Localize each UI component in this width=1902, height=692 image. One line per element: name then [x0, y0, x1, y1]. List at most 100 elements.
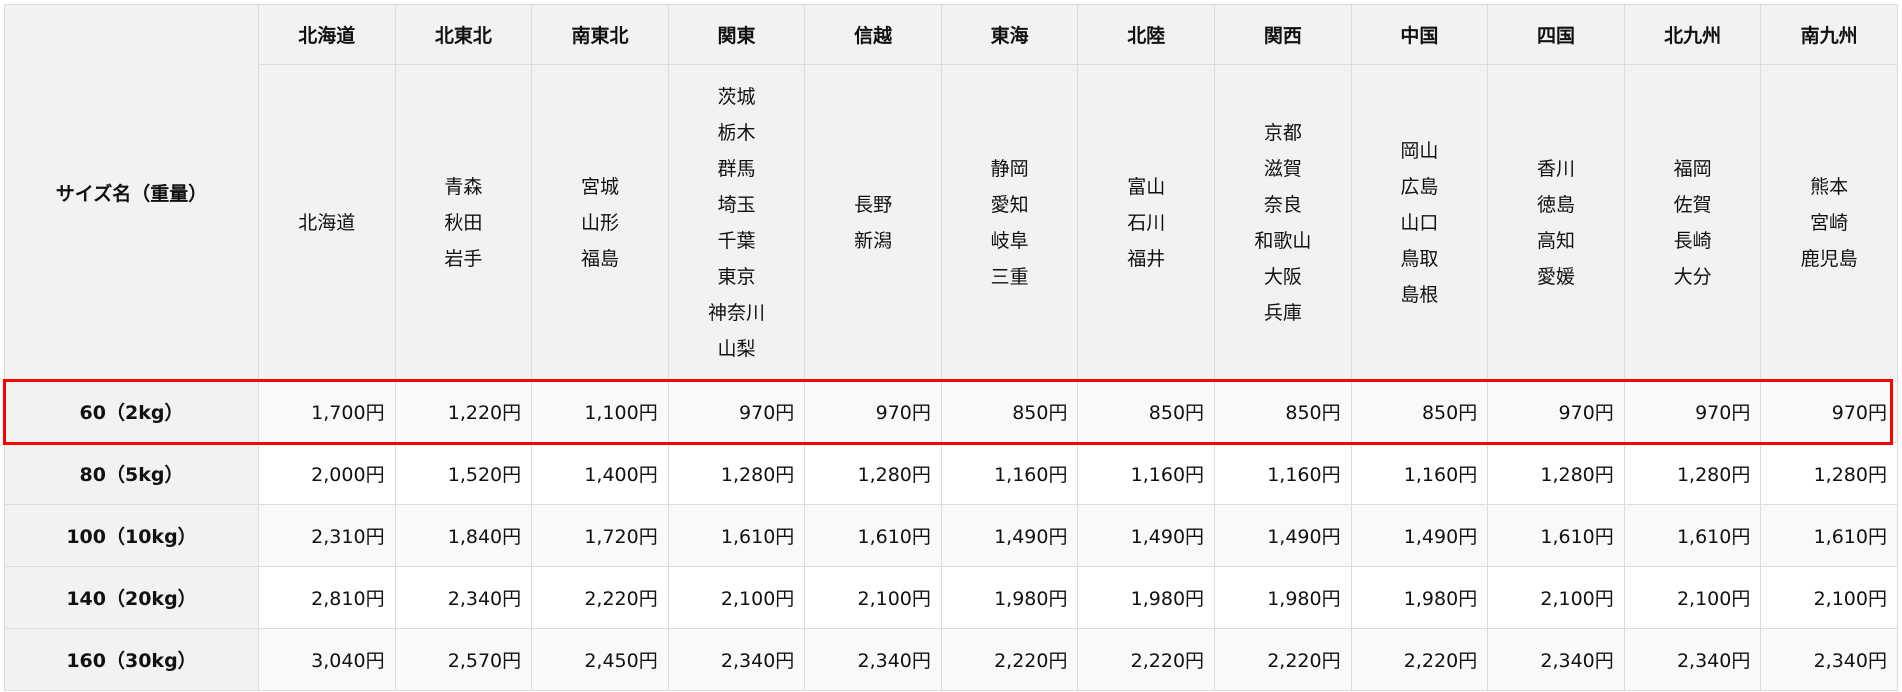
price-cell: 2,570円 — [394, 628, 533, 691]
price-cell: 1,610円 — [1623, 504, 1762, 567]
prefecture-name: 徳島 — [1536, 193, 1575, 216]
prefecture-list: 京都 滋賀 奈良 和歌山 大阪 兵庫 — [1214, 64, 1352, 381]
prefecture-list: 香川 徳島 高知 愛媛 — [1487, 64, 1625, 381]
region-header: 関西 — [1214, 4, 1352, 65]
price-cell: 1,840円 — [394, 504, 533, 567]
shipping-rate-table: サイズ名（重量） 北海道 北東北 南東北 関東 信越 東海 北陸 関西 中国 四国 北九州 南九州 北… — [4, 4, 1898, 691]
price-cell: 2,100円 — [1760, 566, 1898, 629]
prefecture-header-row: 北海道 青森 秋田 岩手 宮城 山形 福島 茨城 栃木 群馬 埼玉 千葉 東京 神奈川 山梨 長野 新潟 静岡 愛知… — [5, 64, 1898, 381]
prefecture-name: 愛媛 — [1536, 265, 1575, 288]
price-cell: 2,340円 — [1760, 628, 1898, 691]
region-header: 四国 — [1487, 4, 1625, 65]
prefecture-name: 岡山 — [1400, 139, 1439, 162]
price-cell: 2,100円 — [667, 566, 806, 629]
price-cell: 970円 — [667, 380, 806, 443]
region-header: 南九州 — [1760, 4, 1898, 65]
prefecture-name: 三重 — [990, 265, 1029, 288]
price-cell: 850円 — [1350, 380, 1489, 443]
prefecture-name: 福岡 — [1673, 157, 1712, 180]
price-cell: 2,340円 — [667, 628, 806, 691]
price-cell: 970円 — [1487, 380, 1625, 443]
prefecture-name: 青森 — [444, 175, 483, 198]
prefecture-name: 兵庫 — [1263, 301, 1302, 324]
prefecture-name: 大阪 — [1263, 265, 1302, 288]
region-header: 関東 — [667, 4, 806, 65]
size-label: 60（2kg） — [4, 380, 259, 443]
prefecture-name: 愛知 — [990, 193, 1029, 216]
price-cell: 1,160円 — [940, 442, 1079, 505]
price-cell: 1,520円 — [394, 442, 533, 505]
price-cell: 1,160円 — [1350, 442, 1489, 505]
price-cell: 970円 — [1623, 380, 1762, 443]
price-cell: 2,100円 — [1623, 566, 1762, 629]
price-cell: 1,980円 — [940, 566, 1079, 629]
price-cell: 2,340円 — [804, 628, 942, 691]
price-cell: 1,610円 — [1760, 504, 1898, 567]
price-cell: 2,310円 — [258, 504, 396, 567]
prefecture-list: 富山 石川 福井 — [1077, 64, 1216, 381]
prefecture-name: 鹿児島 — [1800, 247, 1858, 270]
price-cell: 850円 — [940, 380, 1079, 443]
prefecture-name: 奈良 — [1263, 193, 1302, 216]
price-cell: 2,450円 — [531, 628, 669, 691]
region-header: 北陸 — [1077, 4, 1216, 65]
price-cell: 2,340円 — [1623, 628, 1762, 691]
region-header: 東海 — [940, 4, 1079, 65]
prefecture-name: 長野 — [854, 193, 893, 216]
price-cell: 1,490円 — [1350, 504, 1489, 567]
region-header: 北海道 — [258, 4, 396, 65]
prefecture-list: 静岡 愛知 岐阜 三重 — [940, 64, 1079, 381]
price-cell: 2,340円 — [394, 566, 533, 629]
prefecture-list: 長野 新潟 — [804, 64, 942, 381]
prefecture-name: 山口 — [1400, 211, 1439, 234]
prefecture-name: 富山 — [1127, 175, 1166, 198]
prefecture-name: 新潟 — [854, 229, 893, 252]
prefecture-name: 神奈川 — [708, 301, 766, 324]
region-header: 信越 — [804, 4, 942, 65]
prefecture-name: 群馬 — [717, 157, 756, 180]
table-row: 140（20kg） 2,810円 2,340円 2,220円 2,100円 2,100円 1… — [4, 566, 1898, 629]
price-cell: 1,220円 — [394, 380, 533, 443]
prefecture-list: 青森 秋田 岩手 — [394, 64, 533, 381]
prefecture-list: 北海道 — [258, 64, 396, 381]
prefecture-list: 茨城 栃木 群馬 埼玉 千葉 東京 神奈川 山梨 — [667, 64, 806, 381]
prefecture-name: 静岡 — [990, 157, 1029, 180]
prefecture-name: 岩手 — [444, 247, 483, 270]
price-cell: 2,000円 — [258, 442, 396, 505]
price-cell: 1,610円 — [1487, 504, 1625, 567]
prefecture-name: 北海道 — [298, 211, 356, 234]
prefecture-name: 岐阜 — [990, 229, 1029, 252]
price-cell: 2,220円 — [1214, 628, 1352, 691]
prefecture-name: 山梨 — [717, 337, 756, 360]
region-header: 北東北 — [394, 4, 533, 65]
prefecture-list: 宮城 山形 福島 — [531, 64, 669, 381]
size-label: 80（5kg） — [4, 442, 259, 505]
size-header: サイズ名（重量） — [4, 4, 259, 381]
table-row: 60（2kg） 1,700円 1,220円 1,100円 970円 970円 850円 850… — [4, 380, 1898, 443]
price-cell: 1,610円 — [667, 504, 806, 567]
table-row: 160（30kg） 3,040円 2,570円 2,450円 2,340円 2,340円 2… — [4, 628, 1898, 691]
prefecture-name: 宮崎 — [1810, 211, 1849, 234]
price-cell: 1,490円 — [940, 504, 1079, 567]
price-cell: 970円 — [804, 380, 942, 443]
price-cell: 970円 — [1760, 380, 1898, 443]
price-cell: 1,980円 — [1077, 566, 1216, 629]
price-cell: 1,610円 — [804, 504, 942, 567]
prefecture-name: 京都 — [1263, 121, 1302, 144]
prefecture-name: 鳥取 — [1400, 247, 1439, 270]
price-cell: 850円 — [1077, 380, 1216, 443]
price-cell: 1,490円 — [1077, 504, 1216, 567]
price-cell: 3,040円 — [258, 628, 396, 691]
price-cell: 1,280円 — [804, 442, 942, 505]
price-cell: 1,980円 — [1214, 566, 1352, 629]
prefecture-name: 高知 — [1536, 229, 1575, 252]
price-cell: 1,280円 — [1623, 442, 1762, 505]
region-header: 北九州 — [1623, 4, 1762, 65]
price-cell: 1,720円 — [531, 504, 669, 567]
price-cell: 2,220円 — [1350, 628, 1489, 691]
price-cell: 1,160円 — [1214, 442, 1352, 505]
price-cell: 2,220円 — [940, 628, 1079, 691]
prefecture-list: 熊本 宮崎 鹿児島 — [1760, 64, 1898, 381]
region-header-row: サイズ名（重量） 北海道 北東北 南東北 関東 信越 東海 北陸 関西 中国 四国 北九州 南九州 — [4, 4, 1898, 381]
prefecture-list: 福岡 佐賀 長崎 大分 — [1623, 64, 1762, 381]
